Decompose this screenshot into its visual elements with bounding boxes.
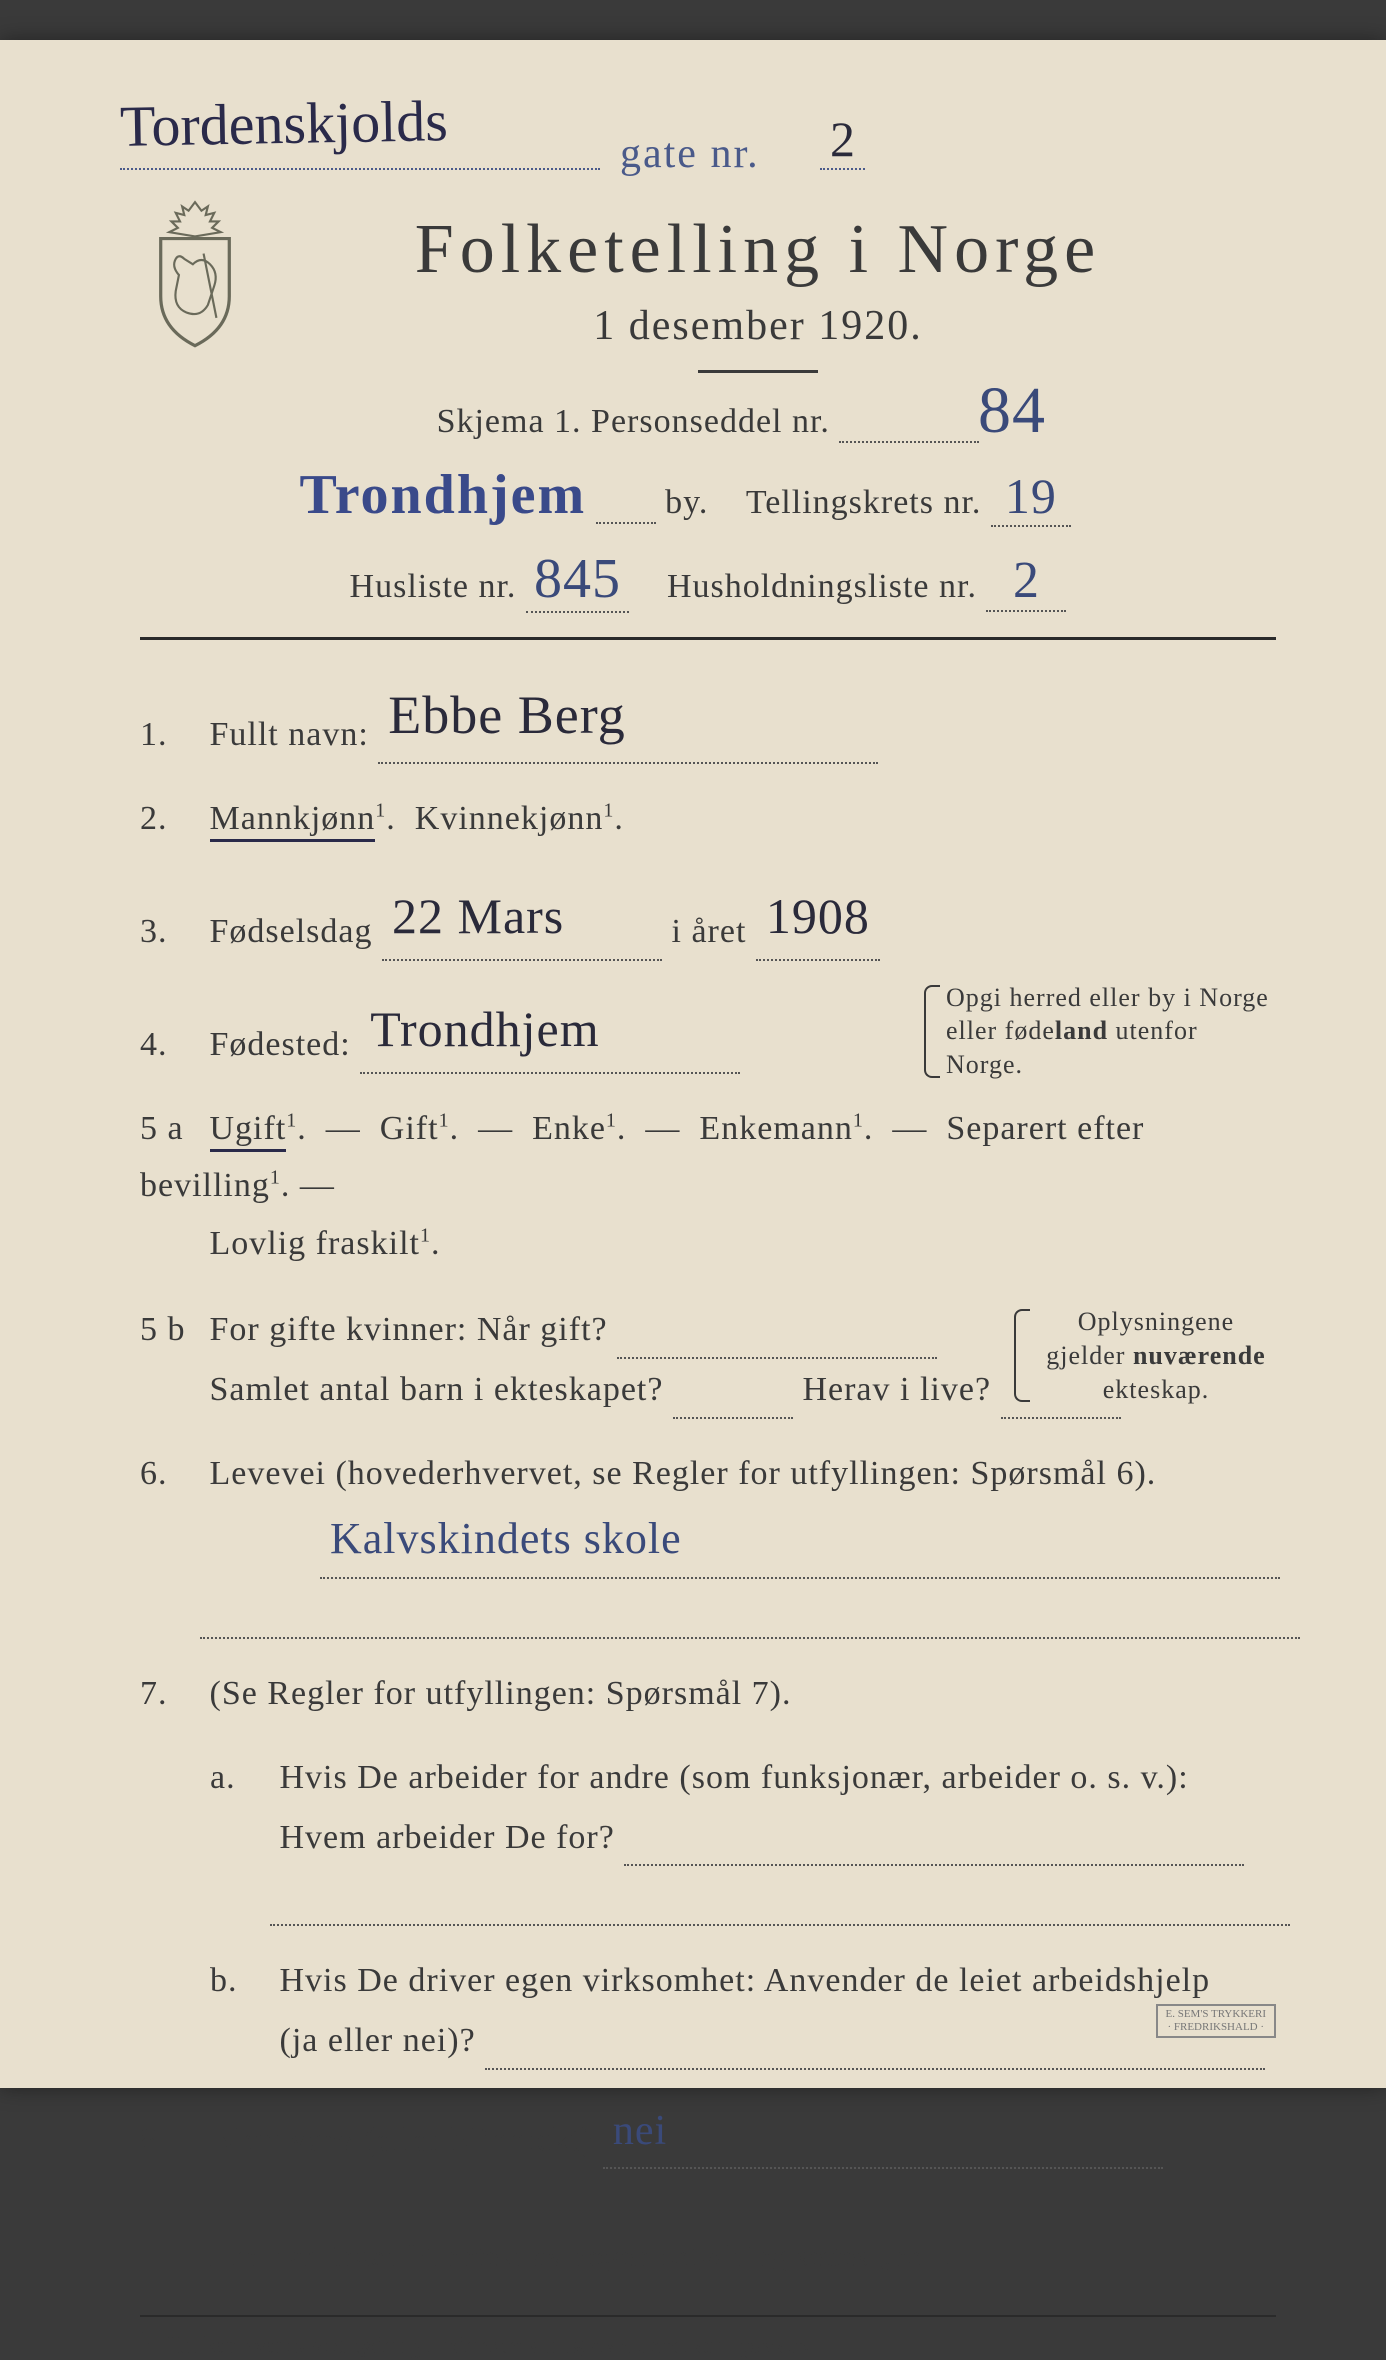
q5a-row: 5 a Ugift1. — Gift1. — Enke1. — Enkemann… <box>140 1100 1276 1273</box>
footnote: 1 Her kan svares ved tydelig understrekn… <box>140 2327 1276 2360</box>
coat-of-arms-icon <box>140 200 250 350</box>
q8-row: 8. Bierhverv (eller biinntekt) nei Har m… <box>140 2096 1276 2285</box>
q7a-l2: Hvem arbeider De for? <box>280 1819 615 1856</box>
q1-value: Ebbe Berg <box>378 670 878 764</box>
q7-label: (Se Regler for utfyllingen: Spørsmål 7). <box>210 1675 792 1712</box>
q6-label: Levevei (hovederhvervet, se Regler for u… <box>210 1455 1157 1492</box>
q7a-l1: Hvis De arbeider for andre (som funksjon… <box>280 1759 1189 1796</box>
q5a-ugift: Ugift <box>210 1110 287 1152</box>
husliste-value: 845 <box>526 547 629 613</box>
gate-label: gate nr. <box>620 130 760 178</box>
q5a-gift: Gift <box>380 1110 439 1147</box>
q2-num: 2. <box>140 790 200 848</box>
husliste-label: Husliste nr. <box>350 568 517 605</box>
q3-label: Fødselsdag <box>210 913 373 950</box>
by-label: by. <box>665 484 708 521</box>
city-stamp: Trondhjem <box>300 464 587 526</box>
printer-stamp: E. SEM'S TRYKKERI · FREDRIKSHALD · <box>1156 2004 1277 2038</box>
q6-value: Kalvskindets skole <box>320 1502 1280 1579</box>
q4-label: Fødested: <box>210 1026 351 1063</box>
census-form-page: Tordenskjolds gate nr. 2 Folketelling i … <box>0 40 1386 2088</box>
q4-row: 4. Fødested: Trondhjem Opgi herred eller… <box>140 987 1276 1074</box>
q2-mann: Mannkjønn <box>210 800 376 842</box>
q3-year-label: i året <box>672 913 747 950</box>
footnote-rule: 1 Her kan svares ved tydelig understrekn… <box>140 2315 1276 2360</box>
q5b-note: Oplysningene gjelder nuværende ekteskap. <box>1036 1305 1276 1406</box>
row-by: Trondhjem by. Tellingskrets nr. 19 <box>140 463 1276 527</box>
q8-hint: Har man ingen biinntekt av nogen betydni… <box>210 2240 954 2273</box>
q5b-num: 5 b <box>140 1301 200 1359</box>
q8-value: nei <box>603 2096 1163 2169</box>
q3-num: 3. <box>140 903 200 961</box>
q7-row: 7. (Se Regler for utfyllingen: Spørsmål … <box>140 1665 1276 1723</box>
section-rule <box>140 637 1276 640</box>
q5a-enkemann: Enkemann <box>699 1110 852 1147</box>
q5a-enke: Enke <box>532 1110 606 1147</box>
q7a-row: a. Hvis De arbeider for andre (som funks… <box>140 1749 1276 1926</box>
tellingskrets-label: Tellingskrets nr. <box>746 484 982 521</box>
q5b-l2b: Herav i live? <box>802 1371 991 1408</box>
q4-num: 4. <box>140 1016 200 1074</box>
q5b-row: 5 b For gifte kvinner: Når gift? Samlet … <box>140 1299 1276 1419</box>
q7b-num: b. <box>210 1952 270 2010</box>
q7-num: 7. <box>140 1665 200 1723</box>
q7b-l1: Hvis De driver egen virksomhet: Anvender… <box>280 1962 1211 1999</box>
q1-num: 1. <box>140 706 200 764</box>
q4-value: Trondhjem <box>360 987 740 1074</box>
q3-year: 1908 <box>756 874 880 961</box>
q2-kvinne: Kvinnekjønn <box>415 800 604 837</box>
title-block: Folketelling i Norge 1 desember 1920. <box>240 210 1276 373</box>
row-husliste: Husliste nr. 845 Husholdningsliste nr. 2 <box>140 547 1276 613</box>
skjema-dots <box>839 403 979 443</box>
q8-label: Bierhverv (eller biinntekt) <box>210 2121 594 2158</box>
q5b-l2a: Samlet antal barn i ekteskapet? <box>210 1371 664 1408</box>
husholdning-label: Husholdningsliste nr. <box>667 568 977 605</box>
gate-value: 2 <box>820 110 865 170</box>
tellingskrets-value: 19 <box>991 467 1071 527</box>
q1-label: Fullt navn: <box>210 716 369 753</box>
q6-row: 6. Levevei (hovederhvervet, se Regler fo… <box>140 1445 1276 1639</box>
street-name: Tordenskjolds <box>119 87 448 160</box>
skjema-value: 84 <box>978 373 1046 449</box>
husholdning-value: 2 <box>986 551 1066 612</box>
q6-num: 6. <box>140 1445 200 1503</box>
q8-num: 8. <box>140 2111 200 2169</box>
q3-day: 22 Mars <box>382 874 662 961</box>
subtitle-date: 1 desember 1920. <box>240 302 1276 350</box>
q5a-num: 5 a <box>140 1100 200 1158</box>
q4-note: Opgi herred eller by i Norge eller fødel… <box>946 981 1276 1082</box>
q7b-row: b. Hvis De driver egen virksomhet: Anven… <box>140 1952 1276 2070</box>
q7a-num: a. <box>210 1749 270 1807</box>
title-divider <box>698 370 818 373</box>
q3-row: 3. Fødselsdag 22 Mars i året 1908 <box>140 874 1276 961</box>
q7b-l2: (ja eller nei)? <box>280 2022 476 2059</box>
q2-row: 2. Mannkjønn1. Kvinnekjønn1. <box>140 790 1276 848</box>
q1-row: 1. Fullt navn: Ebbe Berg <box>140 670 1276 764</box>
q5b-l1: For gifte kvinner: Når gift? <box>210 1311 608 1348</box>
main-title: Folketelling i Norge <box>240 210 1276 290</box>
row-skjema: Skjema 1. Personseddel nr. 84 <box>140 403 1276 443</box>
street-underline <box>120 168 600 170</box>
skjema-label: Skjema 1. Personseddel nr. <box>437 403 830 440</box>
q5a-fraskilt: Lovlig fraskilt <box>210 1225 420 1262</box>
